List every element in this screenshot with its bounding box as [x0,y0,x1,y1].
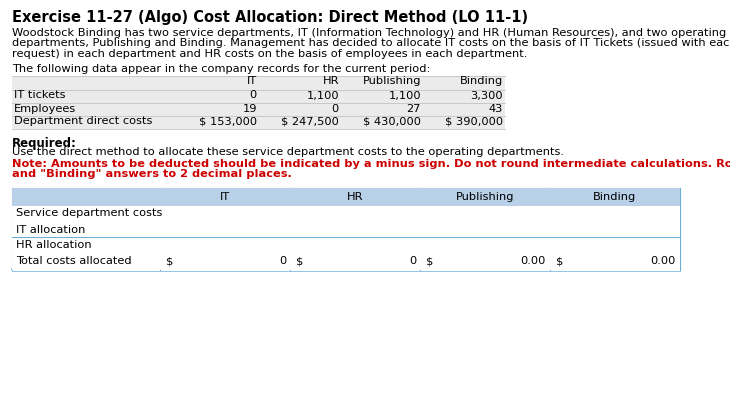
Text: 0.00: 0.00 [650,257,676,267]
Text: 0: 0 [409,257,416,267]
Text: departments, Publishing and Binding. Management has decided to allocate IT costs: departments, Publishing and Binding. Man… [12,38,730,48]
Text: IT: IT [247,76,257,86]
Text: HR: HR [323,76,339,86]
Text: Use the direct method to allocate these service department costs to the operatin: Use the direct method to allocate these … [12,147,564,158]
Text: HR allocation: HR allocation [16,240,92,251]
Text: 0: 0 [250,91,257,101]
Text: $ 247,500: $ 247,500 [281,116,339,126]
Text: Required:: Required: [12,137,77,150]
Text: 0: 0 [331,103,339,114]
Text: request) in each department and HR costs on the basis of employees in each depar: request) in each department and HR costs… [12,49,527,59]
Text: Total costs allocated: Total costs allocated [16,257,131,267]
Text: 43: 43 [488,103,503,114]
Text: Woodstock Binding has two service departments, IT (Information Technology) and H: Woodstock Binding has two service depart… [12,28,726,38]
Text: $ 390,000: $ 390,000 [445,116,503,126]
Text: The following data appear in the company records for the current period:: The following data appear in the company… [12,63,431,74]
Text: 27: 27 [407,103,421,114]
Text: 3,300: 3,300 [470,91,503,101]
Text: and "Binding" answers to 2 decimal places.: and "Binding" answers to 2 decimal place… [12,169,292,179]
Text: $: $ [556,257,564,267]
Text: $ 430,000: $ 430,000 [363,116,421,126]
Text: Exercise 11-27 (Algo) Cost Allocation: Direct Method (LO 11-1): Exercise 11-27 (Algo) Cost Allocation: D… [12,10,528,25]
Text: $ 153,000: $ 153,000 [199,116,257,126]
Text: Service department costs: Service department costs [16,209,162,219]
Text: Publishing: Publishing [456,192,514,202]
Text: 0: 0 [279,257,286,267]
Text: Note: Amounts to be deducted should be indicated by a minus sign. Do not round i: Note: Amounts to be deducted should be i… [12,158,730,169]
Text: 19: 19 [242,103,257,114]
Text: IT: IT [220,192,230,202]
Text: IT tickets: IT tickets [14,91,66,101]
Text: Binding: Binding [593,192,637,202]
Text: Binding: Binding [460,76,503,86]
Text: 1,100: 1,100 [388,91,421,101]
Text: HR: HR [347,192,364,202]
Text: Publishing: Publishing [363,76,421,86]
Text: 1,100: 1,100 [307,91,339,101]
Text: IT allocation: IT allocation [16,225,85,234]
Text: $: $ [296,257,304,267]
Text: Employees: Employees [14,103,76,114]
Text: $: $ [166,257,174,267]
Text: Department direct costs: Department direct costs [14,116,153,126]
Text: 0.00: 0.00 [520,257,546,267]
Text: $: $ [426,257,434,267]
